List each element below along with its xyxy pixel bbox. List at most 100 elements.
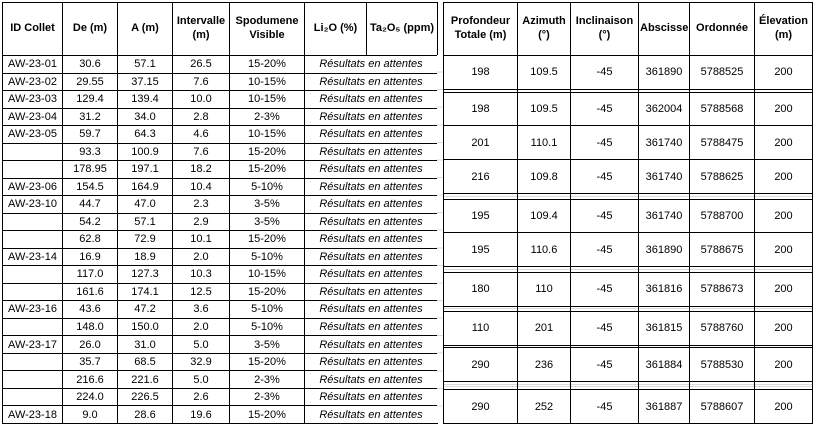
cell-elevation: 200 (754, 159, 813, 194)
cell-id-collet: AW-23-01 (2, 55, 63, 74)
cell-de: 43.6 (62, 300, 118, 319)
cell-inclinaison: -45 (570, 91, 639, 126)
cell-azimuth: 252 (517, 389, 571, 424)
cell-elevation (754, 344, 813, 348)
cell-elevation (754, 305, 813, 309)
cell-a: 174.1 (117, 282, 173, 302)
col-header-abscisse: Abscisse (638, 2, 690, 56)
cell-elevation: 200 (754, 347, 813, 382)
table-row: AW-23-05 59.7 64.3 4.6 10-15% Résultats en at… (2, 125, 438, 144)
cell-a: 150.0 (117, 317, 173, 337)
table-row: 180 110 -45 361816 5788673 200 (443, 271, 813, 306)
cell-intervalle: 2.9 (172, 212, 230, 232)
cell-elevation: 200 (754, 55, 813, 90)
cell-azimuth: 110 (517, 271, 571, 306)
cell-resultats-attentes: Résultats en attentes (304, 387, 438, 407)
cell-id-collet (2, 317, 63, 337)
cell-de: 154.5 (62, 177, 118, 197)
table-row (443, 88, 813, 93)
cell-intervalle: 10.0 (172, 90, 230, 109)
cell-de: 161.6 (62, 282, 118, 302)
table-row: 216.6 221.6 5.0 2-3% Résultats en attentes (2, 370, 438, 389)
cell-elevation (754, 266, 813, 270)
table-row: AW-23-02 29.55 37.15 7.6 10-15% Résultats en … (2, 72, 438, 92)
cell-spodumene: 15-20% (229, 230, 305, 249)
table-row: 35.7 68.5 32.9 15-20% Résultats en attentes (2, 352, 438, 372)
table-row: AW-23-14 16.9 18.9 2.0 5-10% Résultats en att… (2, 247, 438, 267)
cell-resultats-attentes: Résultats en attentes (304, 370, 438, 389)
cell-spodumene: 5-10% (229, 317, 305, 337)
cell-id-collet: AW-23-04 (2, 107, 63, 127)
table-row: 161.6 174.1 12.5 15-20% Résultats en attente… (2, 282, 438, 302)
cell-resultats-attentes: Résultats en attentes (304, 282, 438, 302)
cell-profondeur: 201 (443, 125, 518, 160)
cell-spodumene: 5-10% (229, 177, 305, 197)
table-row: AW-23-01 30.6 57.1 26.5 15-20% Résultats en a… (2, 55, 438, 74)
table-row: 216 109.8 -45 361740 5788625 200 (443, 159, 813, 194)
cell-spodumene: 10-15% (229, 265, 305, 284)
cell-elevation: 200 (754, 271, 813, 306)
col-header-ta2o5: Ta₂O₅ (ppm) (366, 2, 438, 56)
cell-inclinaison: -45 (570, 310, 639, 346)
cell-id-collet (2, 160, 63, 179)
table-row: AW-23-06 154.5 164.9 10.4 5-10% Résultats en … (2, 177, 438, 197)
cell-azimuth: 236 (517, 347, 571, 382)
col-header-elevation: Élevation (m) (754, 2, 813, 56)
table-row: 195 109.4 -45 361740 5788700 200 (443, 198, 813, 233)
table-row (443, 193, 813, 197)
cell-azimuth: 109.8 (517, 159, 571, 194)
cell-spodumene: 15-20% (229, 142, 305, 162)
cell-inclinaison: -45 (570, 271, 639, 306)
cell-id-collet (2, 212, 63, 232)
cell-a: 68.5 (117, 352, 173, 372)
cell-resultats-attentes: Résultats en attentes (304, 405, 438, 424)
cell-resultats-attentes: Résultats en attentes (304, 300, 438, 319)
cell-intervalle: 5.0 (172, 335, 230, 354)
cell-abscisse: 361887 (638, 389, 690, 424)
cell-resultats-attentes: Résultats en attentes (304, 160, 438, 179)
table-row (443, 383, 813, 387)
cell-profondeur: 195 (443, 198, 518, 233)
cell-ordonnee: 5788760 (689, 310, 755, 346)
cell-a: 139.4 (117, 90, 173, 109)
cell-a: 164.9 (117, 177, 173, 197)
cell-spodumene: 10-15% (229, 90, 305, 109)
cell-spodumene: 2-3% (229, 107, 305, 127)
table-row: 93.3 100.9 7.6 15-20% Résultats en attentes (2, 142, 438, 162)
cell-resultats-attentes: Résultats en attentes (304, 352, 438, 372)
cell-elevation (754, 386, 813, 390)
col-header-spodumene: Spodumene Visible (229, 2, 305, 56)
cell-ordonnee: 5788625 (689, 159, 755, 194)
cell-resultats-attentes: Résultats en attentes (304, 55, 438, 74)
drill-intervals-body: AW-23-01 30.6 57.1 26.5 15-20% Résultats en a… (2, 55, 438, 424)
table-row: 195 110.6 -45 361890 5788675 200 (443, 232, 813, 267)
cell-profondeur: 216 (443, 159, 518, 194)
cell-de: 117.0 (62, 265, 118, 284)
cell-intervalle: 4.6 (172, 125, 230, 144)
cell-ordonnee: 5788525 (689, 55, 755, 90)
table-row: AW-23-16 43.6 47.2 3.6 5-10% Résultats en att… (2, 300, 438, 319)
table-row: AW-23-03 129.4 139.4 10.0 10-15% Résultats en… (2, 90, 438, 109)
cell-resultats-attentes: Résultats en attentes (304, 265, 438, 284)
cell-profondeur: 290 (443, 389, 518, 424)
cell-resultats-attentes: Résultats en attentes (304, 195, 438, 214)
cell-intervalle: 2.0 (172, 317, 230, 337)
cell-id-collet (2, 387, 63, 407)
cell-de: 129.4 (62, 90, 118, 109)
cell-id-collet (2, 142, 63, 162)
cell-inclinaison: -45 (570, 347, 639, 382)
cell-de: 29.55 (62, 72, 118, 92)
cell-spodumene: 15-20% (229, 405, 305, 424)
cell-resultats-attentes: Résultats en attentes (304, 142, 438, 162)
cell-ordonnee: 5788700 (689, 198, 755, 233)
cell-de: 148.0 (62, 317, 118, 337)
cell-spodumene: 10-15% (229, 125, 305, 144)
cell-intervalle: 10.1 (172, 230, 230, 249)
cell-abscisse: 361815 (638, 310, 690, 346)
cell-resultats-attentes: Résultats en attentes (304, 317, 438, 337)
table-row: 290 236 -45 361884 5788530 200 (443, 347, 813, 382)
cell-elevation: 200 (754, 310, 813, 346)
cell-intervalle: 3.6 (172, 300, 230, 319)
cell-spodumene: 2-3% (229, 370, 305, 389)
